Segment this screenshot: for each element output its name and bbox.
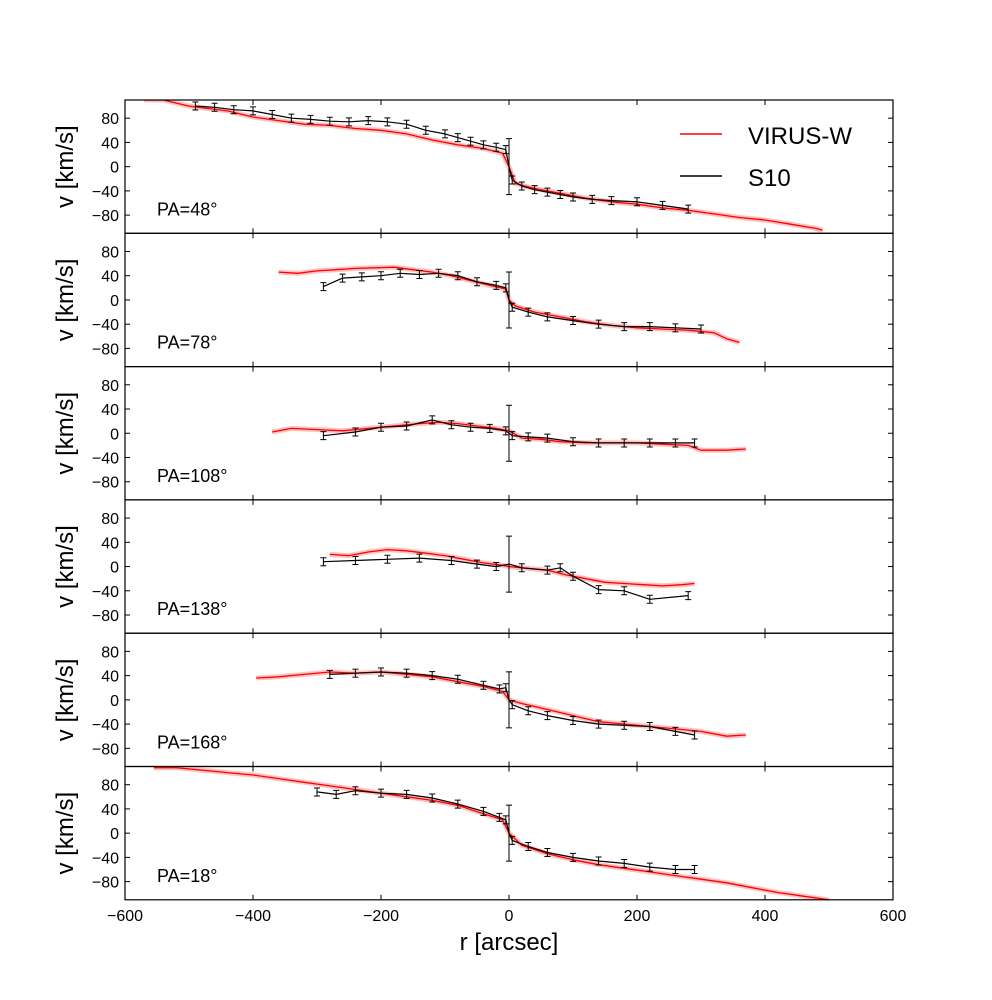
legend-label-s10: S10 (748, 165, 791, 192)
y-tick-label: 40 (101, 402, 119, 419)
x-tick-label: −200 (363, 908, 399, 925)
y-tick-label: −80 (92, 341, 119, 358)
x-tick-label: 400 (752, 908, 779, 925)
y-tick-label: 80 (101, 378, 119, 395)
x-tick-label: 600 (880, 908, 907, 925)
panel-label: PA=168° (157, 733, 227, 753)
y-tick-label: −40 (92, 584, 119, 601)
panel-frame (124, 765, 894, 901)
y-tick-label: 0 (110, 293, 119, 310)
y-tick-label: 0 (110, 826, 119, 843)
y-tick-label: −80 (92, 475, 119, 492)
series-line-s10 (323, 557, 689, 600)
y-axis-label: v [km/s] (52, 259, 79, 342)
x-tick-label: −600 (107, 908, 143, 925)
x-tick-label: −400 (235, 908, 271, 925)
y-axis-label: v [km/s] (52, 125, 79, 208)
y-tick-label: 80 (101, 778, 119, 795)
y-axis-label: v [km/s] (52, 525, 79, 608)
y-tick-label: 0 (110, 426, 119, 443)
legend-label-virus-w: VIRUS-W (748, 123, 852, 150)
series-group (153, 766, 830, 900)
y-tick-label: 80 (101, 244, 119, 261)
y-axis-label: v [km/s] (52, 659, 79, 742)
y-tick-label: 40 (101, 535, 119, 552)
y-tick-label: −40 (92, 317, 119, 334)
panel-label: PA=138° (157, 599, 227, 619)
y-tick-label: −80 (92, 608, 119, 625)
series-group (271, 404, 746, 462)
y-tick-label: 40 (101, 802, 119, 819)
panel-5: 80 40 0 −40 −80 PA=168° v [km/s] (52, 632, 894, 768)
y-tick-label: 0 (110, 160, 119, 177)
y-tick-label: −80 (92, 875, 119, 892)
series-line-s10 (316, 790, 695, 871)
y-tick-label: 40 (101, 669, 119, 686)
y-tick-label: 80 (101, 511, 119, 528)
series-line-virus-w (153, 767, 830, 900)
x-tick-label: 200 (624, 908, 651, 925)
y-tick-label: 0 (110, 560, 119, 577)
series-group (278, 264, 741, 345)
x-axis-label: r [arcsec] (460, 929, 559, 956)
y-tick-label: 40 (101, 135, 119, 152)
panel-label: PA=108° (157, 466, 227, 486)
panel-label: PA=18° (157, 866, 217, 886)
y-tick-label: −80 (92, 208, 119, 225)
panel-label: PA=78° (157, 333, 217, 353)
y-axis-label: v [km/s] (52, 392, 79, 475)
series-group (320, 535, 695, 604)
y-tick-label: −40 (92, 717, 119, 734)
y-tick-label: 40 (101, 269, 119, 286)
y-tick-label: −40 (92, 850, 119, 867)
y-tick-label: −40 (92, 450, 119, 467)
y-tick-label: −80 (92, 741, 119, 758)
series-group (144, 100, 824, 233)
y-tick-label: 80 (101, 111, 119, 128)
x-tick-label: 0 (505, 908, 514, 925)
y-tick-label: 80 (101, 644, 119, 661)
panel-1: 80 40 0 −40 −80 PA=48° v [km/s] (52, 99, 894, 234)
panel-label: PA=48° (157, 199, 217, 219)
series-line-virus-w (144, 100, 823, 231)
legend: VIRUS-W S10 (680, 123, 852, 192)
panel-3: 80 40 0 −40 −80 PA=108° v [km/s] (52, 366, 894, 501)
y-tick-label: −40 (92, 184, 119, 201)
series-group (256, 667, 746, 740)
series-line-virus-w (256, 671, 746, 737)
y-tick-label: 0 (110, 693, 119, 710)
y-axis-label: v [km/s] (52, 792, 79, 875)
